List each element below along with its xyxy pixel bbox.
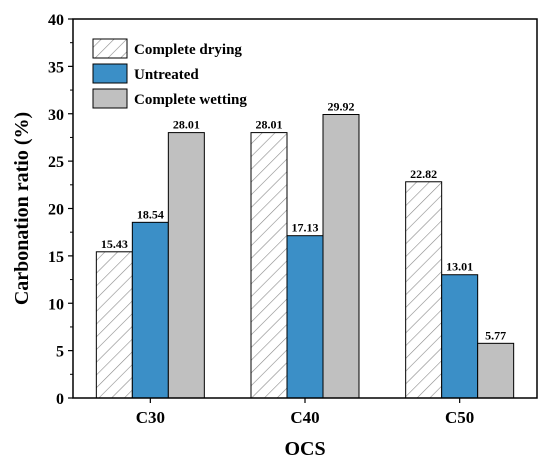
y-tick-label: 25	[48, 154, 64, 171]
data-label: 15.43	[101, 237, 128, 251]
bar-c40-1	[250, 132, 288, 399]
data-label: 29.92	[328, 100, 355, 114]
x-tick-label: C30	[136, 408, 165, 427]
legend-label: Complete wetting	[134, 92, 247, 108]
y-tick-label: 20	[48, 202, 64, 219]
y-axis-title: Carbonation ratio (%)	[11, 112, 33, 305]
y-tick-label: 35	[48, 59, 64, 76]
y-tick-label: 10	[48, 296, 64, 313]
bar-c50-3	[477, 342, 515, 399]
y-tick-label: 15	[48, 249, 64, 266]
bar-c30-3	[167, 132, 205, 399]
data-label: 13.01	[446, 260, 473, 274]
y-tick-label: 30	[48, 107, 64, 124]
bar-c40-2	[286, 235, 324, 399]
legend-label: Complete drying	[134, 42, 242, 58]
y-tick-label: 0	[56, 391, 64, 408]
plot-frame	[72, 18, 538, 399]
x-tick-label: C50	[445, 408, 474, 427]
legend-label: Untreated	[134, 67, 199, 83]
bar-c30-1	[95, 251, 133, 399]
bar-c50-1	[405, 181, 443, 399]
x-tick-label: C40	[290, 408, 319, 427]
legend-swatch	[92, 38, 128, 59]
x-axis-title: OCS	[284, 438, 325, 460]
bar-c50-2	[441, 274, 479, 399]
data-label: 28.01	[256, 118, 283, 132]
bar-c30-2	[131, 221, 169, 399]
bar-c40-3	[322, 114, 360, 399]
y-tick-label: 40	[48, 12, 64, 29]
data-label: 5.77	[485, 328, 506, 342]
data-label: 18.54	[137, 207, 164, 221]
plot-area: 15.43 18.54 28.01 C30 28.01 17.13 29.92 C40 22.8…	[48, 12, 538, 427]
legend-swatch	[92, 63, 128, 84]
data-label: 22.82	[410, 167, 437, 181]
y-tick-label: 5	[56, 344, 64, 361]
data-label: 17.13	[292, 221, 319, 235]
legend: Complete drying Untreated Complete wetting	[92, 38, 247, 109]
data-label: 28.01	[173, 118, 200, 132]
legend-swatch	[92, 88, 128, 109]
